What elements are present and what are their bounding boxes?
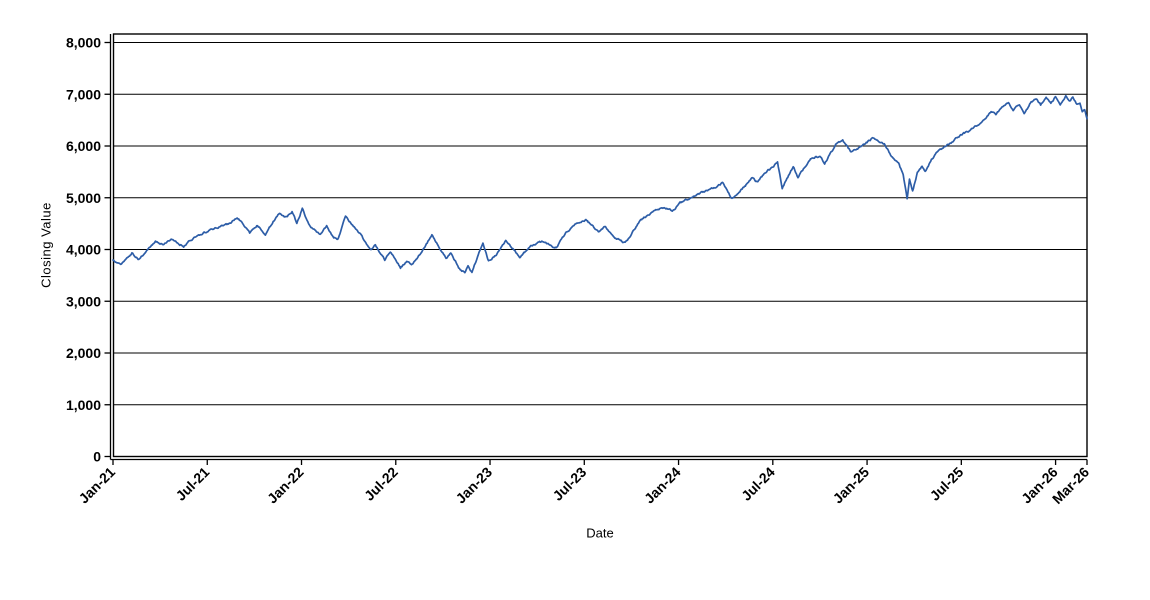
x-tick-label: Jan-22 — [264, 464, 307, 507]
y-tick-label: 2,000 — [66, 345, 101, 361]
x-tick-label: Jan-25 — [830, 464, 873, 507]
x-tick-label: Jan-23 — [452, 464, 495, 507]
y-tick-label: 8,000 — [66, 35, 101, 51]
y-tick-label: 4,000 — [66, 242, 101, 258]
x-axis-title: Date — [586, 525, 614, 541]
x-tick-label: Jan-21 — [75, 464, 118, 507]
x-tick-label: Jul-23 — [549, 464, 589, 504]
y-tick-label: 7,000 — [66, 86, 101, 102]
closing-value-series-line — [112, 94, 1088, 274]
x-tick-label: Jul-22 — [361, 464, 401, 504]
y-tick-label: 5,000 — [66, 190, 101, 206]
x-tick-label: Jul-24 — [738, 464, 778, 504]
y-tick-label: 0 — [93, 449, 101, 465]
plot-area — [112, 33, 1088, 458]
y-tick-label: 1,000 — [66, 397, 101, 413]
x-tick-label: Jul-21 — [172, 464, 212, 504]
x-tick-label: Jul-25 — [927, 464, 967, 504]
y-tick-label: 3,000 — [66, 293, 101, 309]
y-axis-title: Closing Value — [38, 202, 54, 288]
y-tick-label: 6,000 — [66, 138, 101, 154]
x-tick-label: Jan-24 — [641, 464, 684, 507]
